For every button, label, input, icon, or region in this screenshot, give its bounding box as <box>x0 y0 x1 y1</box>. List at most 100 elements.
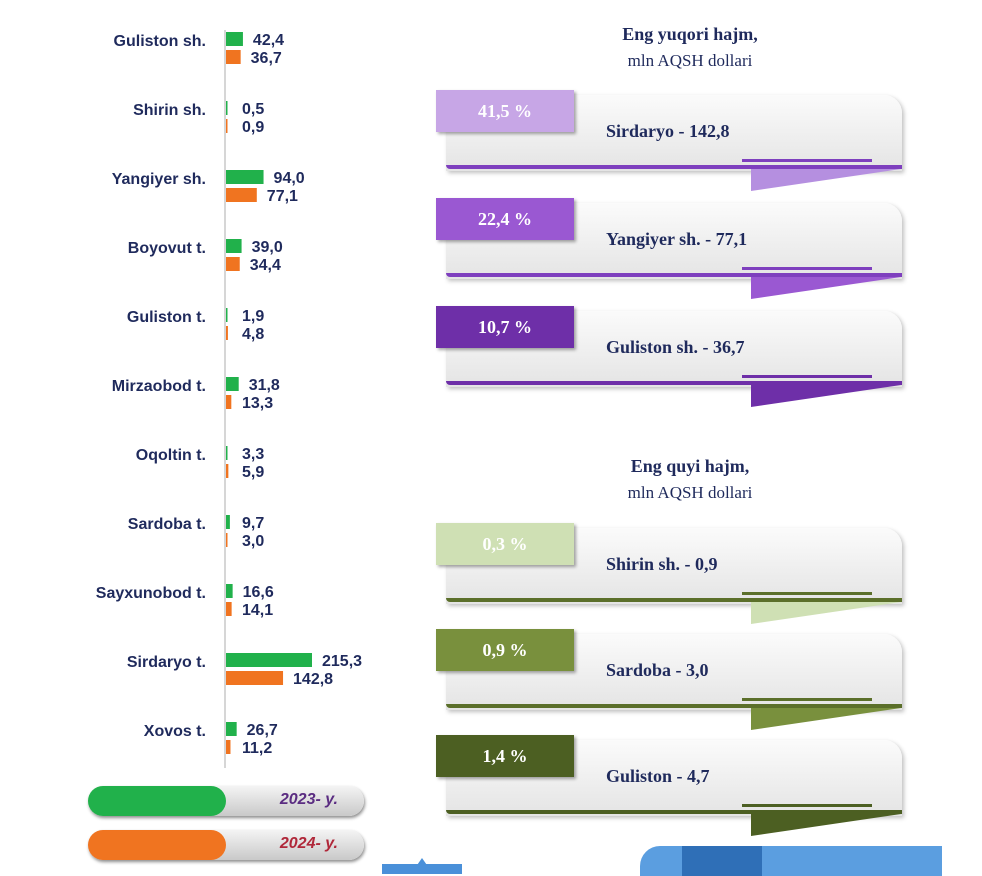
bottom-panel-subtitle: mln AQSH dollari <box>627 483 753 502</box>
data-label: 142,8 <box>293 671 333 688</box>
ribbon-card: 0,3 % Shirin sh. - 0,9 <box>436 523 904 628</box>
ribbon-text: Guliston - 4,7 <box>606 766 710 786</box>
ribbon-card: 10,7 % Guliston sh. - 36,7 <box>436 306 904 411</box>
top-panel-heading: Eng yuqori hajm, <box>622 24 758 44</box>
bar <box>226 257 240 271</box>
data-label: 3,0 <box>242 533 264 550</box>
ribbon-text: Yangiyer sh. - 77,1 <box>606 229 748 249</box>
data-label: 215,3 <box>322 653 362 670</box>
bar <box>226 515 230 529</box>
ribbon-tail <box>751 602 901 624</box>
percent-tag: 22,4 % <box>436 198 574 240</box>
data-label: 14,1 <box>242 602 273 619</box>
category-label: Guliston t. <box>127 309 206 326</box>
bottom-panel-heading: Eng quyi hajm, <box>630 456 750 476</box>
category-label: Sayxunobod t. <box>96 585 206 602</box>
ribbon-underline <box>742 804 872 807</box>
category-label: Boyovut t. <box>128 240 206 257</box>
ribbon-underline <box>742 159 872 162</box>
category-label: Xovos t. <box>144 723 206 740</box>
bar <box>226 722 237 736</box>
bar <box>226 32 243 46</box>
data-label: 36,7 <box>251 50 282 67</box>
legend-2023: 2023- y. <box>88 786 364 816</box>
data-label: 11,2 <box>242 740 272 757</box>
category-label: Mirzaobod t. <box>112 378 206 395</box>
data-label: 5,9 <box>242 464 264 481</box>
data-label: 39,0 <box>252 239 283 256</box>
legend-2024: 2024- y. <box>88 830 364 860</box>
ribbon-base-line <box>446 273 902 277</box>
ribbon-tail <box>751 385 901 407</box>
legend-2023-label: 2023- y. <box>279 791 338 808</box>
bar <box>226 119 228 133</box>
category-label: Oqoltin t. <box>136 447 206 464</box>
data-label: 1,9 <box>242 308 264 325</box>
data-label: 16,6 <box>243 584 274 601</box>
bar <box>226 446 228 460</box>
data-label: 0,9 <box>242 119 264 136</box>
data-label: 94,0 <box>274 170 305 187</box>
bar <box>226 584 233 598</box>
bar <box>226 308 228 322</box>
bar <box>226 653 312 667</box>
bar <box>226 239 242 253</box>
ribbon-base-line <box>446 598 902 602</box>
ribbon-card: 1,4 % Guliston - 4,7 <box>436 735 904 840</box>
category-label: Shirin sh. <box>133 102 206 119</box>
ribbon-text: Sardoba - 3,0 <box>606 660 709 680</box>
data-label: 31,8 <box>249 377 280 394</box>
data-label: 26,7 <box>247 722 278 739</box>
ribbon-card: 0,9 % Sardoba - 3,0 <box>436 629 904 734</box>
bar <box>226 464 229 478</box>
legend-2024-swatch <box>88 830 226 860</box>
bar <box>226 395 232 409</box>
footer-tab-notch <box>415 858 429 868</box>
ribbon-base-line <box>446 704 902 708</box>
data-label: 77,1 <box>267 188 298 205</box>
percent-tag: 0,9 % <box>436 629 574 671</box>
ribbon-underline <box>742 267 872 270</box>
ribbon-card: 22,4 % Yangiyer sh. - 77,1 <box>436 198 904 303</box>
ribbon-underline <box>742 375 872 378</box>
bar <box>226 170 264 184</box>
category-label: Sardoba t. <box>128 516 206 533</box>
ribbon-underline <box>742 698 872 701</box>
legend-2023-swatch <box>88 786 226 816</box>
bar <box>226 533 228 547</box>
category-label: Yangiyer sh. <box>112 171 206 188</box>
bar <box>226 188 257 202</box>
ribbon-text: Guliston sh. - 36,7 <box>606 337 745 357</box>
data-label: 4,8 <box>242 326 264 343</box>
percent-tag: 41,5 % <box>436 90 574 132</box>
bar <box>226 50 241 64</box>
ribbon-tail <box>751 814 901 836</box>
bar <box>226 671 284 685</box>
ribbon-tail <box>751 169 901 191</box>
bottom-panel-title: Eng quyi hajm, mln AQSH dollari <box>560 456 820 503</box>
data-label: 0,5 <box>242 101 264 118</box>
category-label: Guliston sh. <box>114 33 206 50</box>
ribbon-underline <box>742 592 872 595</box>
category-label: Sirdaryo t. <box>127 654 206 671</box>
ribbon-tail <box>751 708 901 730</box>
percent-tag: 1,4 % <box>436 735 574 777</box>
data-label: 9,7 <box>242 515 264 532</box>
bar <box>226 377 239 391</box>
percent-tag: 10,7 % <box>436 306 574 348</box>
bar <box>226 740 231 754</box>
ribbon-base-line <box>446 381 902 385</box>
data-label: 42,4 <box>253 32 284 49</box>
ribbon-card: 41,5 % Sirdaryo - 142,8 <box>436 90 904 195</box>
ribbon-base-line <box>446 165 902 169</box>
data-label: 34,4 <box>250 257 281 274</box>
data-label: 13,3 <box>242 395 273 412</box>
ribbon-text: Shirin sh. - 0,9 <box>606 554 718 574</box>
top-panel-title: Eng yuqori hajm, mln AQSH dollari <box>560 24 820 71</box>
top-panel-subtitle: mln AQSH dollari <box>627 51 753 70</box>
bar <box>226 326 228 340</box>
bar <box>226 602 232 616</box>
bar-chart: Guliston sh. 42,436,7 Shirin sh. 0,50,9 Yang… <box>96 30 362 768</box>
legend-2024-label: 2024- y. <box>279 835 338 852</box>
footer-bar-segment <box>682 846 762 876</box>
